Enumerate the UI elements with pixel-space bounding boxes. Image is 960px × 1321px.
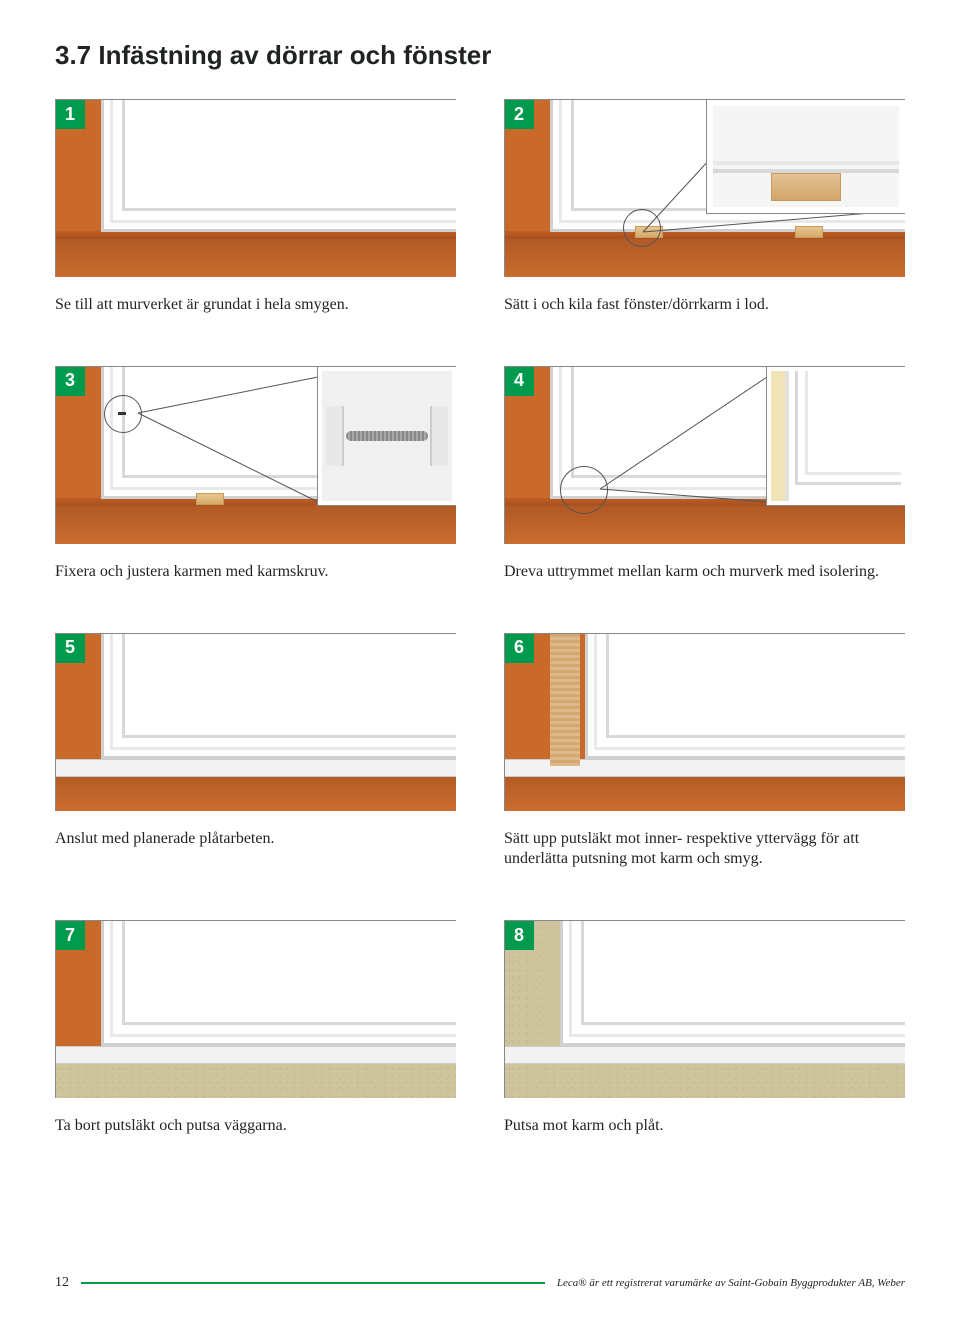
step-7: 7 Ta bort putsläkt och putsa väggarna.	[55, 920, 456, 1137]
step-1-figure: 1	[55, 99, 456, 277]
step-6-figure: 6	[504, 633, 905, 811]
steps-grid: 1 Se till att murverket är grundat i hel…	[55, 99, 905, 1137]
step-6: 6 Sätt upp putsläkt mot inner- respektiv…	[504, 633, 905, 871]
step-8: 8 Putsa mot karm och plåt.	[504, 920, 905, 1137]
step-badge: 2	[504, 99, 534, 129]
step-badge: 5	[55, 633, 85, 663]
step-8-figure: 8	[504, 920, 905, 1098]
step-caption: Dreva uttrymmet mellan karm och murverk …	[504, 562, 905, 583]
footer: 12 Leca® är ett registrerat varumärke av…	[55, 1275, 905, 1291]
step-caption: Anslut med planerade plåtarbeten.	[55, 829, 456, 850]
detail-inset	[706, 99, 905, 214]
step-badge: 3	[55, 366, 85, 396]
detail-inset	[766, 366, 905, 506]
detail-inset	[317, 366, 456, 506]
step-badge: 1	[55, 99, 85, 129]
page-number: 12	[55, 1275, 69, 1291]
step-7-figure: 7	[55, 920, 456, 1098]
step-caption: Ta bort putsläkt och putsa väggarna.	[55, 1116, 456, 1137]
step-caption: Putsa mot karm och plåt.	[504, 1116, 905, 1137]
step-badge: 4	[504, 366, 534, 396]
footer-text: Leca® är ett registrerat varumärke av Sa…	[557, 1277, 905, 1289]
step-badge: 8	[504, 920, 534, 950]
page-title: 3.7 Infästning av dörrar och fönster	[55, 40, 905, 71]
step-caption: Sätt upp putsläkt mot inner- respektive …	[504, 829, 905, 871]
step-3-figure: 3	[55, 366, 456, 544]
step-1: 1 Se till att murverket är grundat i hel…	[55, 99, 456, 316]
step-badge: 6	[504, 633, 534, 663]
step-2: 2 Sätt i och kila fast fönster/dörrkarm …	[504, 99, 905, 316]
step-badge: 7	[55, 920, 85, 950]
step-3: 3 Fixera och justera karmen med karmskru…	[55, 366, 456, 583]
step-5: 5 Anslut med planerade plåtarbeten.	[55, 633, 456, 871]
step-4-figure: 4	[504, 366, 905, 544]
step-caption: Sätt i och kila fast fönster/dörrkarm i …	[504, 295, 905, 316]
step-5-figure: 5	[55, 633, 456, 811]
step-caption: Se till att murverket är grundat i hela …	[55, 295, 456, 316]
footer-rule	[81, 1282, 545, 1285]
step-2-figure: 2	[504, 99, 905, 277]
step-4: 4 Dreva uttrymmet mellan karm och murver…	[504, 366, 905, 583]
step-caption: Fixera och justera karmen med karmskruv.	[55, 562, 456, 583]
